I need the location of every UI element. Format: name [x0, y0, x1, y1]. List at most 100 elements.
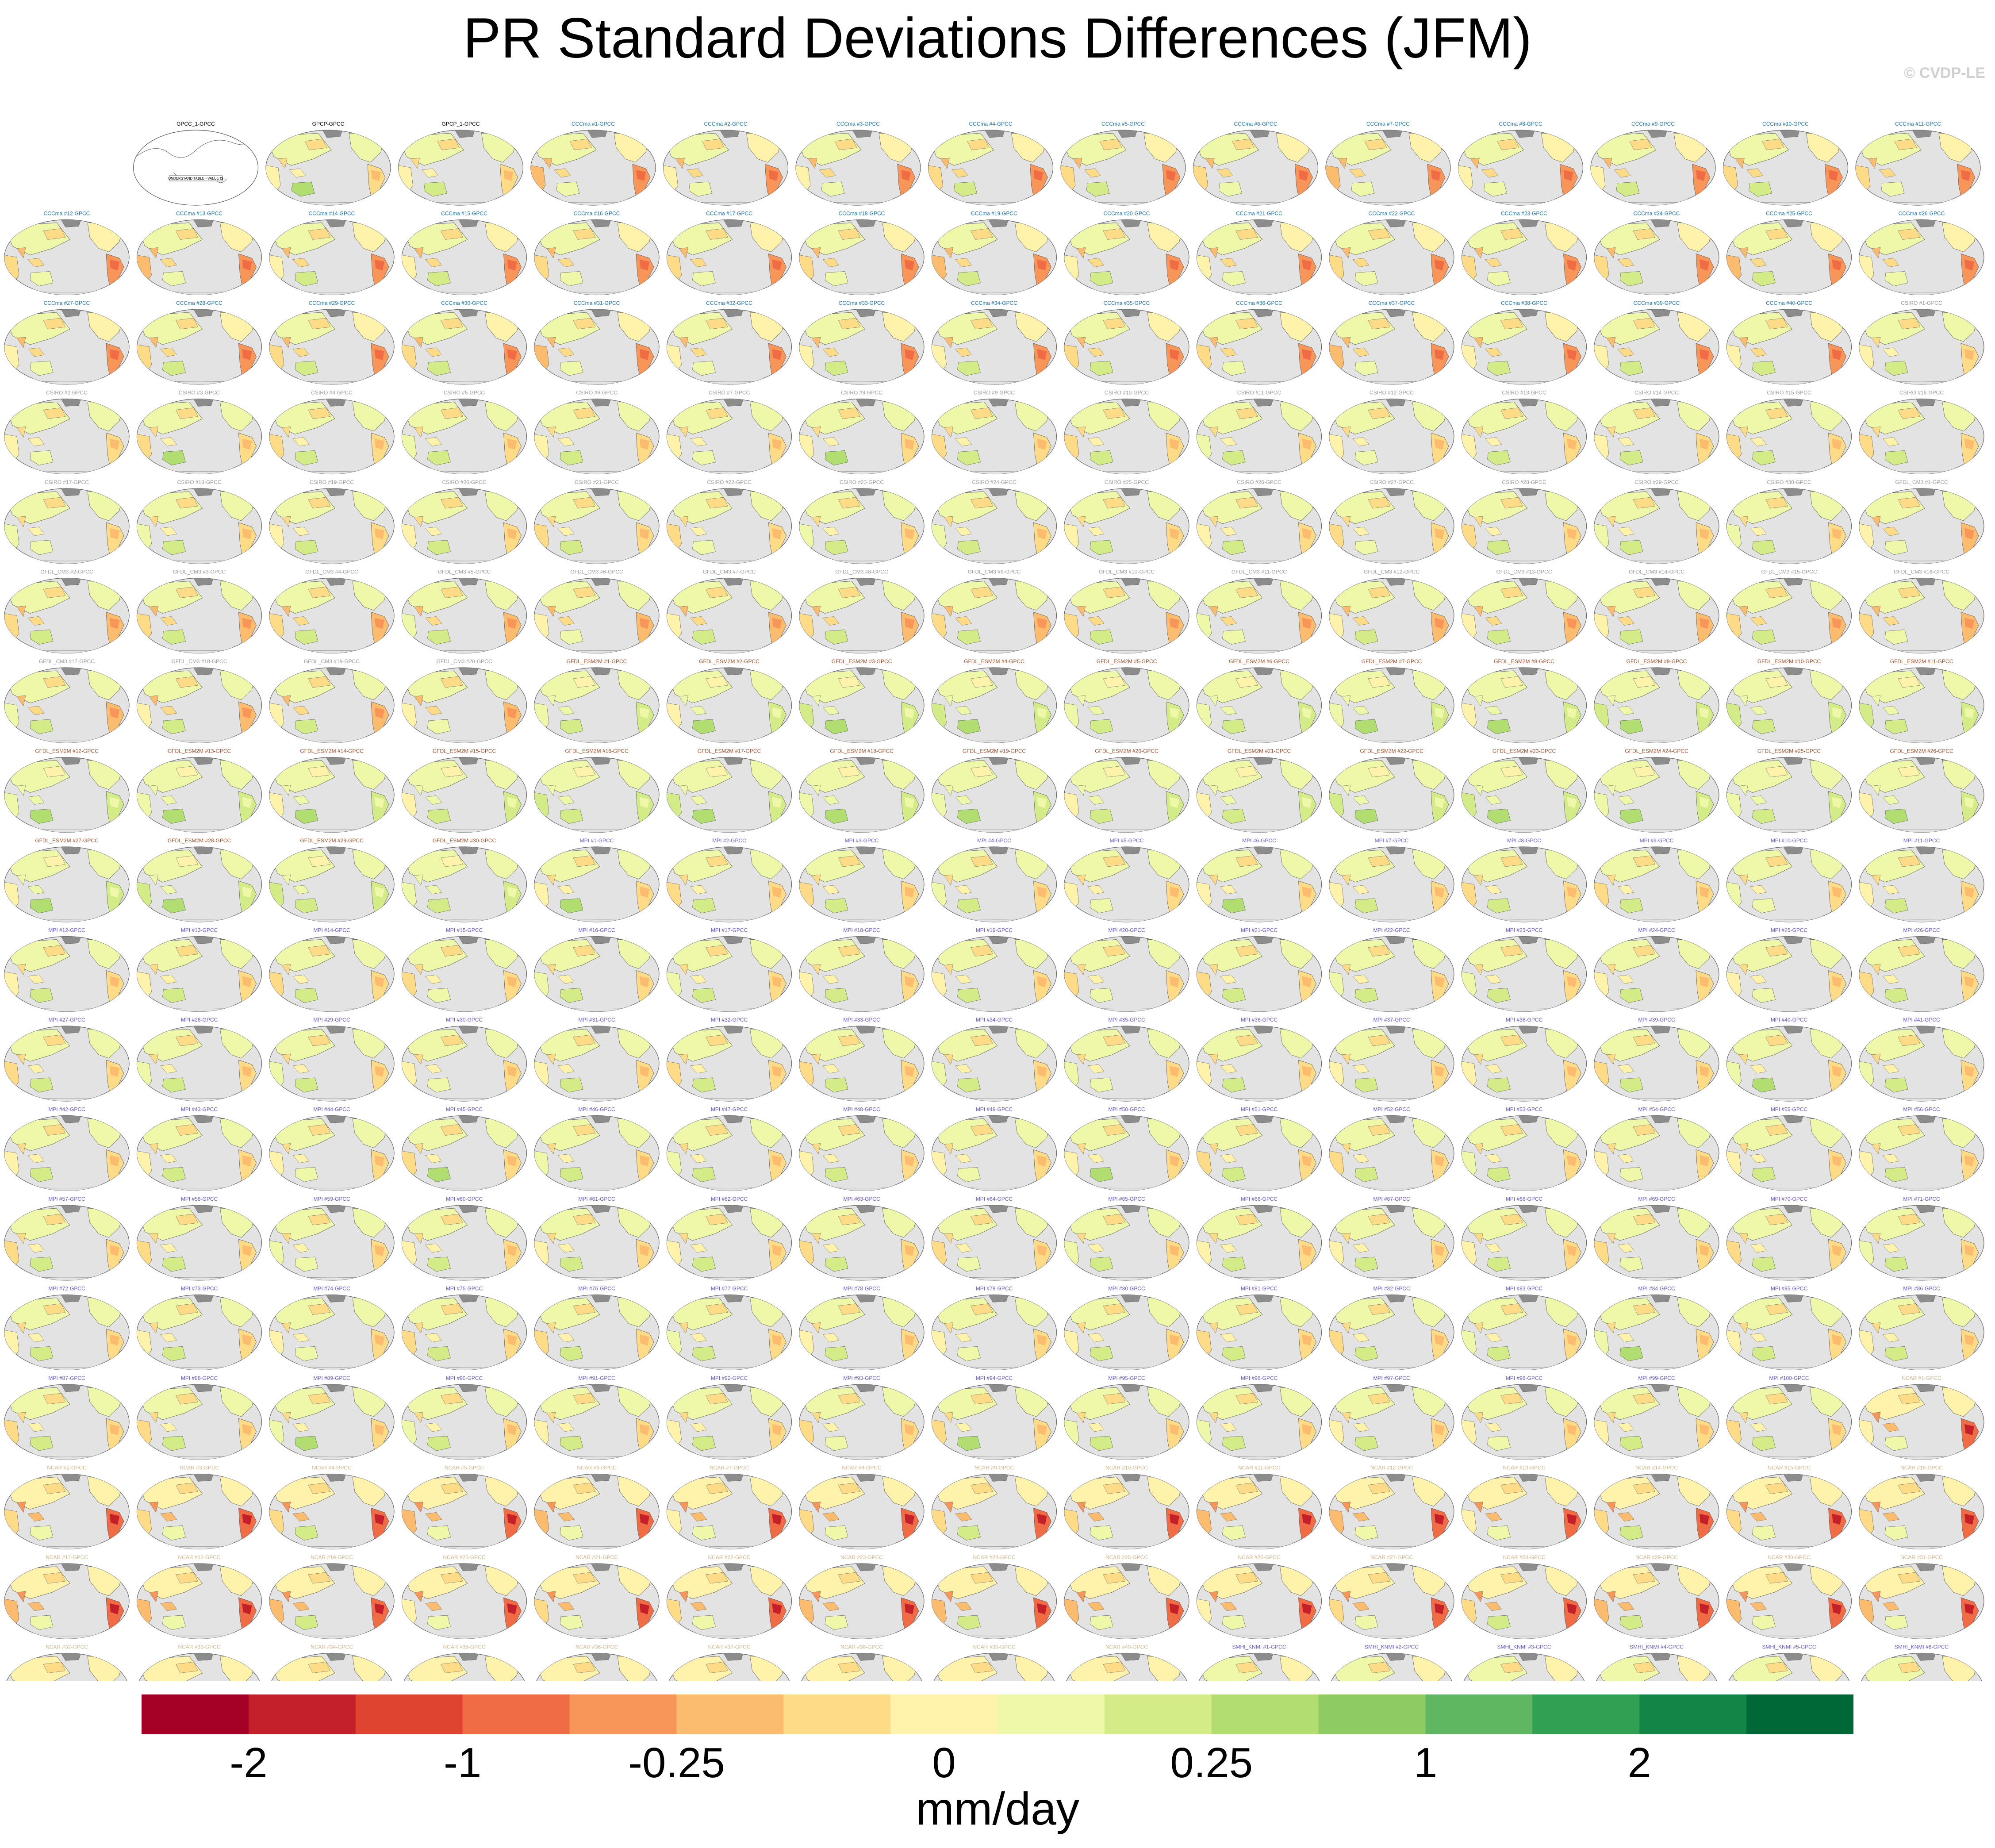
panel-label: MPI #79-GPCC — [976, 1286, 1013, 1292]
panel-label: GFDL_ESM2M #22-GPCC — [1360, 748, 1423, 754]
map-panel: GFDL_ESM2M #22-GPCC — [1329, 748, 1454, 833]
map-panel: MPI #41-GPCC — [1859, 1017, 1984, 1102]
panel-label: GFDL_ESM2M #12-GPCC — [35, 748, 99, 754]
panel-label: MPI #94-GPCC — [976, 1375, 1013, 1381]
panel-label: SMHI_KNMI #4-GPCC — [1630, 1644, 1684, 1650]
colorbar-swatch — [569, 1694, 677, 1734]
panel-label: MPI #99-GPCC — [1638, 1375, 1675, 1381]
panel-label: SMHI_KNMI #6-GPCC — [1895, 1644, 1949, 1650]
panel-label: MPI #49-GPCC — [976, 1106, 1013, 1113]
panel-label: GFDL_CM3 #13-GPCC — [1496, 569, 1552, 575]
map-panel: GFDL_CM3 #1-GPCC — [1859, 479, 1984, 564]
map-panel: NCAR #5-GPCC — [401, 1465, 527, 1550]
map-panel: MPI #34-GPCC — [931, 1017, 1057, 1102]
map-panel: MPI #46-GPCC — [534, 1106, 660, 1191]
map-panel: NCAR #2-GPCC — [4, 1465, 130, 1550]
panel-label: GFDL_CM3 #2-GPCC — [40, 569, 93, 575]
map-panel: MPI #9-GPCC — [1594, 838, 1719, 922]
map-panel: MPI #22-GPCC — [1329, 927, 1454, 1012]
panel-label: GFDL_ESM2M #15-GPCC — [433, 748, 496, 754]
map-panel: NCAR #31-GPCC — [1859, 1554, 1984, 1639]
colorbar-swatch — [248, 1694, 356, 1734]
map-panel: CSIRO #9-GPCC — [931, 390, 1057, 475]
map-panel: CCCma #16-GPCC — [534, 211, 660, 296]
panel-label: MPI #33-GPCC — [843, 1017, 880, 1023]
map-panel: MPI #66-GPCC — [1196, 1196, 1322, 1281]
panel-label: CCCma #18-GPCC — [839, 211, 885, 217]
panel-label: GFDL_ESM2M #17-GPCC — [698, 748, 761, 754]
map-panel: CSIRO #30-GPCC — [1726, 479, 1852, 564]
panel-label: CSIRO #13-GPCC — [1502, 390, 1546, 396]
map-panel: GFDL_ESM2M #17-GPCC — [666, 748, 792, 833]
map-panel: MPI #91-GPCC — [534, 1375, 660, 1460]
map-panel: GFDL_ESM2M #18-GPCC — [799, 748, 925, 833]
map-panel: CSIRO #20-GPCC — [401, 479, 527, 564]
map-panel: CCCma #39-GPCC — [1594, 300, 1719, 385]
map-panel: MPI #25-GPCC — [1726, 927, 1852, 1012]
panel-label: NCAR #30-GPCC — [1768, 1554, 1810, 1560]
map-panel: MPI #58-GPCC — [136, 1196, 262, 1281]
panel-label: GFDL_CM3 #4-GPCC — [305, 569, 358, 575]
panel-label: MPI #53-GPCC — [1506, 1106, 1543, 1113]
map-panel: CCCma #3-GPCC — [795, 121, 921, 206]
map-panel: NCAR #6-GPCC — [534, 1465, 660, 1550]
map-panel: NCAR #1-GPCC — [1859, 1375, 1984, 1460]
panel-label: CCCma #14-GPCC — [309, 211, 355, 217]
map-panel: MPI #39-GPCC — [1594, 1017, 1719, 1102]
panel-label: NCAR #40-GPCC — [1105, 1644, 1148, 1650]
panel-label: CCCma #19-GPCC — [971, 211, 1017, 217]
map-panel: MPI #18-GPCC — [799, 927, 925, 1012]
colorbar-units: mm/day — [916, 1783, 1079, 1835]
globe-outline — [133, 130, 259, 206]
colorbar-swatch — [462, 1694, 570, 1734]
map-panel: MPI #81-GPCC — [1196, 1286, 1322, 1371]
map-panel: NCAR #34-GPCC — [270, 1644, 394, 1681]
panel-label: NCAR #4-GPCC — [312, 1465, 352, 1471]
panel-label: GPCP-GPCC — [312, 121, 345, 127]
map-panel: CSIRO #16-GPCC — [1859, 390, 1984, 475]
panel-label: MPI #51-GPCC — [1241, 1106, 1278, 1113]
map-panel: MPI #76-GPCC — [534, 1286, 660, 1371]
panel-label: MPI #36-GPCC — [1241, 1017, 1278, 1023]
map-panel: MPI #55-GPCC — [1726, 1106, 1852, 1191]
map-panel: CCCma #38-GPCC — [1461, 300, 1587, 385]
map-panel: GFDL_CM3 #16-GPCC — [1859, 569, 1984, 654]
map-panel: GFDL_CM3 #6-GPCC — [534, 569, 660, 654]
panel-label: CSIRO #2-GPCC — [46, 390, 88, 396]
panel-label: MPI #31-GPCC — [578, 1017, 615, 1023]
map-panel: NCAR #30-GPCC — [1726, 1554, 1852, 1639]
panel-label: MPI #60-GPCC — [446, 1196, 483, 1202]
map-panel: MPI #10-GPCC — [1726, 838, 1852, 922]
colorbar-swatch — [1746, 1694, 1854, 1734]
map-panel: GFDL_CM3 #5-GPCC — [401, 569, 527, 654]
map-panel: MPI #36-GPCC — [1196, 1017, 1322, 1102]
colorbar-swatch — [1639, 1694, 1747, 1734]
colorbar-tick-label: 0.25 — [1170, 1739, 1253, 1787]
panel-label: MPI #30-GPCC — [446, 1017, 483, 1023]
map-panel: CCCma #14-GPCC — [269, 211, 395, 296]
panel-label: MPI #19-GPCC — [976, 927, 1013, 934]
map-panel: GFDL_CM3 #8-GPCC — [799, 569, 925, 654]
panel-label: CCCma #5-GPCC — [1101, 121, 1145, 127]
colorbar — [142, 1694, 1854, 1734]
panel-label: CCCma #15-GPCC — [441, 211, 487, 217]
panel-label: MPI #67-GPCC — [1373, 1196, 1410, 1202]
panel-label: CSIRO #15-GPCC — [1767, 390, 1811, 396]
map-panel: MPI #50-GPCC — [1064, 1106, 1189, 1191]
panel-label: MPI #16-GPCC — [578, 927, 615, 934]
map-panel: MPI #94-GPCC — [931, 1375, 1057, 1460]
map-panel: MPI #35-GPCC — [1064, 1017, 1189, 1102]
map-panel: CSIRO #8-GPCC — [799, 390, 925, 475]
panel-label: MPI #27-GPCC — [48, 1017, 85, 1023]
map-panel: MPI #69-GPCC — [1594, 1196, 1719, 1281]
panel-label: NCAR #32-GPCC — [46, 1644, 88, 1650]
panel-label: CCCma #36-GPCC — [1236, 300, 1282, 306]
panel-label: MPI #29-GPCC — [313, 1017, 350, 1023]
colorbar-tick-label: 0 — [932, 1739, 956, 1787]
map-panel: NCAR #20-GPCC — [401, 1554, 527, 1639]
map-panel: CCCma #17-GPCC — [666, 211, 792, 296]
panel-label: GFDL_ESM2M #27-GPCC — [35, 838, 99, 844]
panel-label: GFDL_CM3 #10-GPCC — [1099, 569, 1155, 575]
map-panel: NCAR #8-GPCC — [799, 1465, 925, 1550]
